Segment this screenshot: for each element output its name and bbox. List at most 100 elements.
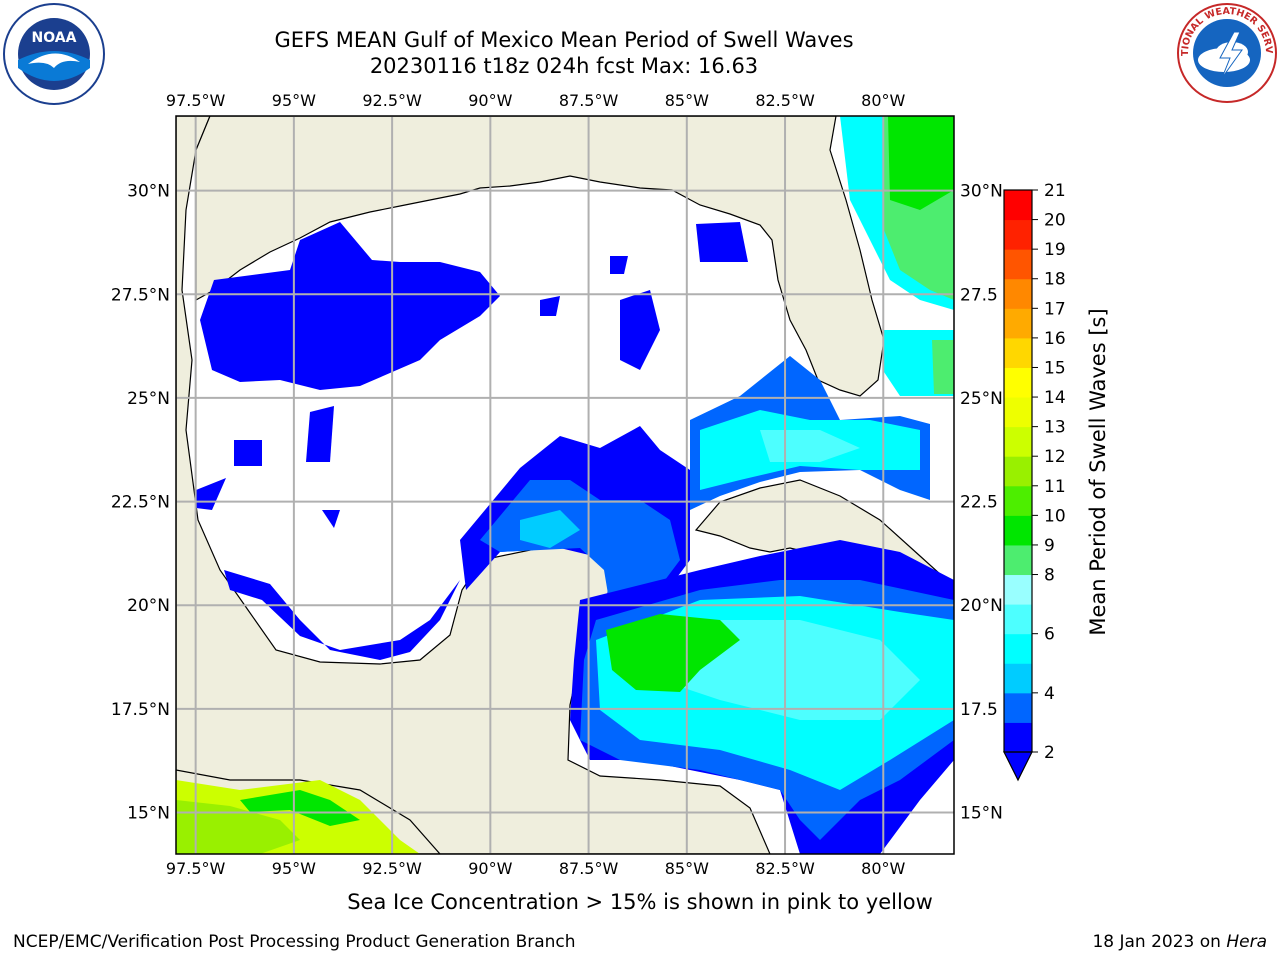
- colorbar-label: Mean Period of Swell Waves [s]: [1086, 308, 1110, 635]
- noaa-logo-icon: NOAA: [3, 3, 105, 105]
- footer-date: 18 Jan 2023 on Hera: [1092, 932, 1267, 952]
- lon-tick-label: 95°W: [272, 91, 316, 110]
- swell-contour-region: [610, 256, 628, 274]
- swell-contour-region: [224, 570, 460, 660]
- colorbar-segment: [1004, 190, 1032, 221]
- colorbar-segment: [1004, 633, 1032, 664]
- swell-contour-region: [306, 406, 334, 462]
- swell-contour-region: [888, 116, 954, 210]
- swell-contour-region: [234, 440, 262, 466]
- colorbar-tick-label: 17: [1044, 299, 1066, 319]
- lon-tick-label: 95°W: [272, 859, 316, 878]
- lon-tick-label: 82.5°W: [755, 859, 815, 878]
- swell-period-fill: [176, 116, 954, 854]
- axis-tick-labels: 97.5°W 97.5°W 95°W 95°W 92.5°W 92.5°W 90°W 90°W…: [111, 91, 1003, 878]
- colorbar-segment: [1004, 219, 1032, 250]
- lat-tick-label-right: 27.5: [960, 285, 998, 305]
- colorbar-tick-label: 9: [1044, 536, 1055, 556]
- map-frame: [175, 115, 955, 855]
- colorbar-segment: [1004, 367, 1032, 398]
- lon-tick-label: 82.5°W: [755, 91, 815, 110]
- colorbar-tick-label: 14: [1044, 388, 1066, 408]
- colorbar-tick-label: 21: [1044, 181, 1066, 201]
- colorbar-segment: [1004, 604, 1032, 635]
- lon-tick-label: 87.5°W: [559, 859, 619, 878]
- colorbar-segment: [1004, 308, 1032, 339]
- lon-tick-label: 85°W: [665, 91, 709, 110]
- swell-contour-region: [606, 614, 740, 692]
- swell-contour-region: [480, 480, 680, 606]
- lon-tick-label: 97.5°W: [166, 859, 226, 878]
- colorbar-tick-label: 20: [1044, 211, 1066, 231]
- lon-tick-label: 90°W: [468, 859, 512, 878]
- swell-contour-region: [240, 790, 360, 826]
- swell-contour-region: [620, 290, 660, 370]
- colorbar-segment: [1004, 544, 1032, 576]
- colorbar-tick-label: 6: [1044, 625, 1055, 645]
- map-title: GEFS MEAN Gulf of Mexico Mean Period of …: [274, 28, 854, 52]
- colorbar-tick-label: 4: [1044, 684, 1055, 704]
- lat-tick-label-left: 17.5°N: [111, 700, 170, 720]
- lon-tick-label: 80°W: [861, 859, 905, 878]
- lat-tick-label-right: 25°N: [960, 389, 1003, 409]
- colorbar: 2 4 6 8 9 10 11 12 13 14 15 16 17 18 19 20 21: [1003, 181, 1066, 782]
- sea-ice-note: Sea Ice Concentration > 15% is shown in …: [347, 890, 933, 914]
- footer-host: Hera: [1226, 932, 1267, 952]
- lat-tick-label-left: 22.5°N: [111, 493, 170, 513]
- graticule: [176, 116, 954, 854]
- lat-tick-label-left: 15°N: [127, 804, 170, 824]
- colorbar-tick-label: 13: [1044, 418, 1066, 438]
- swell-contour-region: [200, 222, 500, 390]
- map-field-layer: [176, 116, 954, 854]
- colorbar-segment: [1004, 456, 1032, 487]
- swell-contour-region: [932, 340, 954, 394]
- lat-tick-label-right: 17.5: [960, 700, 998, 720]
- colorbar-segment: [1004, 249, 1032, 280]
- map-subtitle: 20230116 t18z 024h fcst Max: 16.63: [369, 54, 759, 78]
- lon-tick-label: 97.5°W: [166, 91, 226, 110]
- noaa-logo-text: NOAA: [32, 30, 77, 46]
- lat-tick-label-left: 30°N: [127, 182, 170, 202]
- lat-tick-label-right: 30°N: [960, 182, 1003, 202]
- lat-tick-label-right: 15°N: [960, 804, 1003, 824]
- colorbar-segment: [1004, 692, 1032, 723]
- colorbar-segment: [1004, 337, 1032, 368]
- colorbar-tick-label: 18: [1044, 270, 1066, 290]
- colorbar-tick-label: 2: [1044, 743, 1055, 763]
- colorbar-extend-arrow: [1003, 751, 1033, 782]
- lat-tick-label-right: 22.5: [960, 493, 998, 513]
- swell-contour-region: [540, 296, 560, 316]
- lon-tick-label: 87.5°W: [559, 91, 619, 110]
- swell-contour-region: [696, 222, 748, 262]
- lon-tick-label: 85°W: [665, 859, 709, 878]
- colorbar-tick-label: 11: [1044, 477, 1066, 497]
- colorbar-tick-label: 15: [1044, 358, 1066, 378]
- colorbar-tick-label: 19: [1044, 240, 1066, 260]
- lat-tick-label-left: 20°N: [127, 596, 170, 616]
- colorbar-tick-label: 10: [1044, 506, 1066, 526]
- colorbar-segment: [1004, 722, 1032, 753]
- swell-contour-region: [322, 510, 340, 528]
- lat-tick-label-right: 20°N: [960, 596, 1003, 616]
- lat-tick-label-left: 25°N: [127, 389, 170, 409]
- colorbar-segment: [1004, 574, 1032, 605]
- lon-tick-label: 90°W: [468, 91, 512, 110]
- colorbar-segment: [1004, 397, 1032, 428]
- colorbar-tick-label: 12: [1044, 447, 1066, 467]
- colorbar-segment: [1004, 663, 1032, 694]
- nws-logo-icon: NATIONAL WEATHER SERVICE: [1176, 2, 1277, 103]
- colorbar-frame: [1003, 189, 1033, 753]
- swell-contour-region: [520, 510, 580, 548]
- lon-tick-label: 92.5°W: [362, 91, 422, 110]
- colorbar-segment: [1004, 278, 1032, 309]
- footer-credit: NCEP/EMC/Verification Post Processing Pr…: [13, 932, 576, 952]
- lon-tick-label: 92.5°W: [362, 859, 422, 878]
- colorbar-segment: [1004, 485, 1032, 516]
- colorbar-segment: [1004, 426, 1032, 457]
- lon-tick-label: 80°W: [861, 91, 905, 110]
- colorbar-tick-label: 16: [1044, 329, 1066, 349]
- colorbar-segment: [1004, 515, 1032, 546]
- footer-date-text: 18 Jan 2023 on: [1092, 932, 1227, 952]
- colorbar-tick-label: 8: [1044, 566, 1055, 586]
